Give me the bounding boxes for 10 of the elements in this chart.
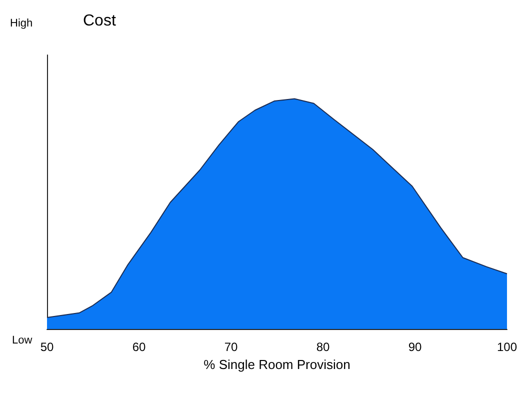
x-tick-label: 100	[496, 340, 518, 354]
x-tick-label: 60	[132, 340, 146, 354]
text: Low	[12, 334, 32, 346]
x-tick-label: 80	[316, 340, 330, 354]
x-tick-label: 50	[40, 340, 54, 354]
x-tick-label: 70	[224, 340, 238, 354]
x-axis-title: % Single Room Provision	[204, 356, 350, 372]
x-tick-label: 90	[408, 340, 422, 354]
chart-title: Cost	[83, 12, 116, 30]
text: High	[10, 18, 33, 30]
